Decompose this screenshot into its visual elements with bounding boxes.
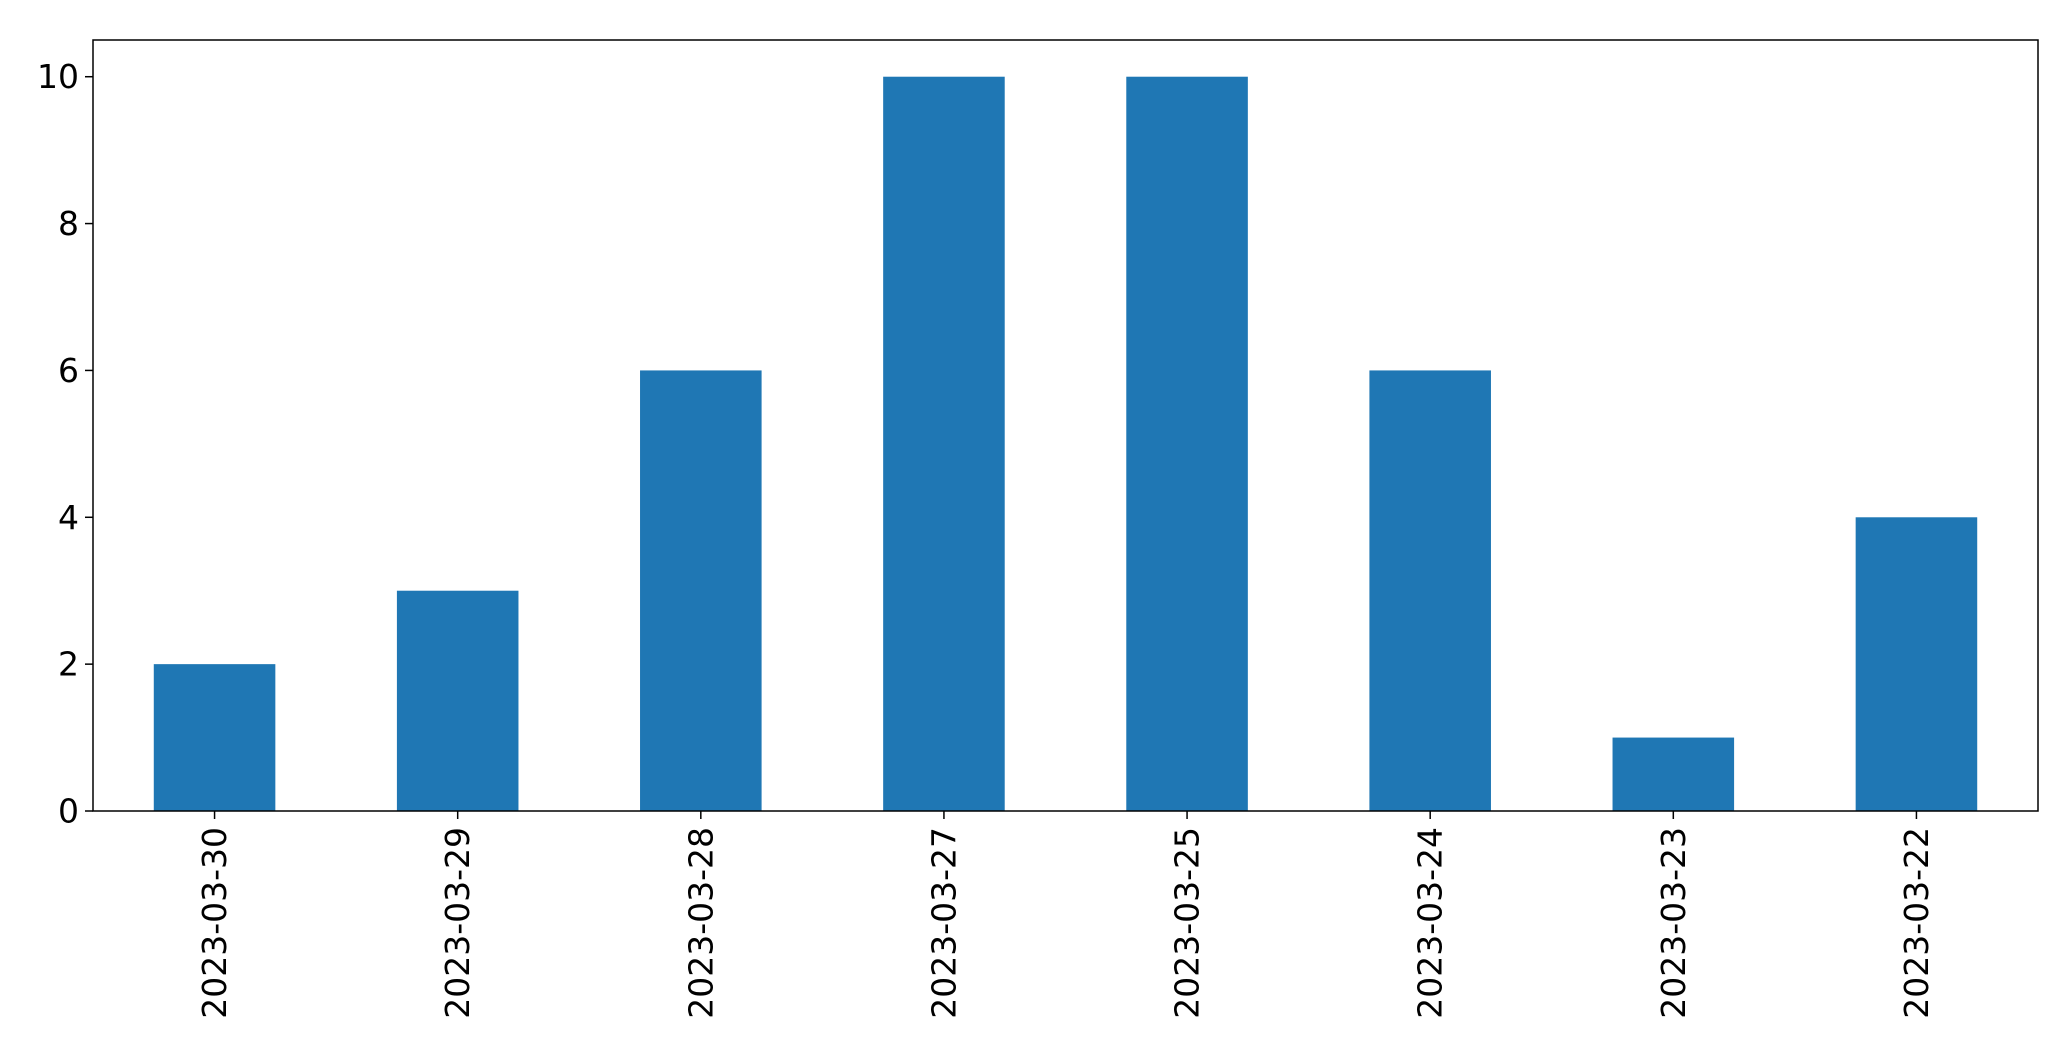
y-tick-label: 4 [58,498,79,537]
bar-2023-03-25 [1126,76,1248,811]
bar-2023-03-27 [883,76,1005,811]
bar-2023-03-22 [1855,517,1978,811]
x-tick-label: 2023-03-27 [924,827,963,1019]
x-tick-label: 2023-03-23 [1654,827,1693,1019]
x-tick-label: 2023-03-24 [1411,827,1450,1019]
bar-2023-03-30 [153,664,276,811]
bar-2023-03-28 [640,370,762,811]
x-tick-label: 2023-03-22 [1897,827,1936,1019]
y-tick-label: 0 [58,792,79,831]
x-tick-label: 2023-03-25 [1168,827,1207,1019]
bar-2023-03-23 [1612,737,1735,811]
x-tick-label: 2023-03-30 [195,827,234,1019]
bar-2023-03-29 [396,590,519,811]
plot-frame [92,39,2039,812]
y-tick-label: 6 [58,351,79,390]
bars-group [153,76,1978,811]
y-axis: 0 2 4 6 8 10 [37,57,93,831]
y-tick-label: 2 [58,645,79,684]
x-axis: 2023-03-30 2023-03-29 2023-03-28 2023-03-27… [195,811,1936,1019]
x-tick-label: 2023-03-28 [681,827,720,1019]
y-tick-label: 10 [37,57,79,96]
bar-2023-03-24 [1369,370,1491,811]
x-tick-label: 2023-03-29 [438,827,477,1019]
y-tick-label: 8 [58,204,79,243]
